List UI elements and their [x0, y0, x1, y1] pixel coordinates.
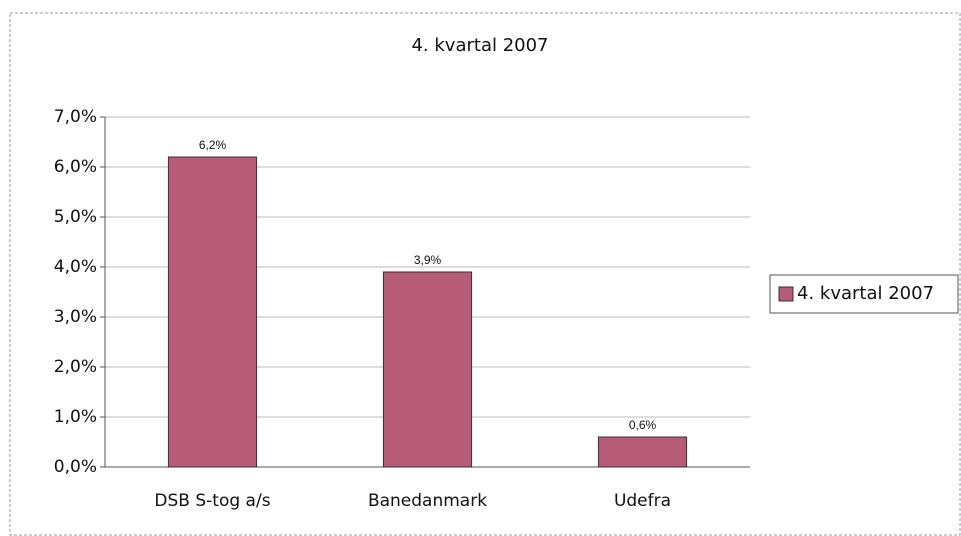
y-tick-label: 3,0%: [54, 307, 97, 327]
legend-label: 4. kvartal 2007: [797, 283, 934, 304]
bar: [167, 156, 258, 468]
value-label: 3,9%: [414, 253, 442, 267]
y-tick-label: 5,0%: [54, 207, 97, 227]
x-tick-label: Udefra: [614, 491, 671, 511]
legend-box: [769, 274, 959, 314]
y-tick-label: 6,0%: [54, 157, 97, 177]
x-tick-label: Banedanmark: [368, 491, 487, 511]
y-tick-label: 4,0%: [54, 257, 97, 277]
value-label: 0,6%: [629, 418, 657, 432]
legend-swatch: [778, 286, 794, 302]
chart-title: 4. kvartal 2007: [411, 35, 548, 56]
bar: [382, 271, 473, 468]
value-label: 6,2%: [199, 138, 227, 152]
x-tick-label: DSB S-tog a/s: [154, 491, 270, 511]
y-tick-label: 1,0%: [54, 407, 97, 427]
y-tick-label: 2,0%: [54, 357, 97, 377]
y-tick-label: 7,0%: [54, 107, 97, 127]
bar: [597, 436, 688, 468]
y-tick-label: 0,0%: [54, 457, 97, 477]
chart-frame: [9, 12, 961, 536]
